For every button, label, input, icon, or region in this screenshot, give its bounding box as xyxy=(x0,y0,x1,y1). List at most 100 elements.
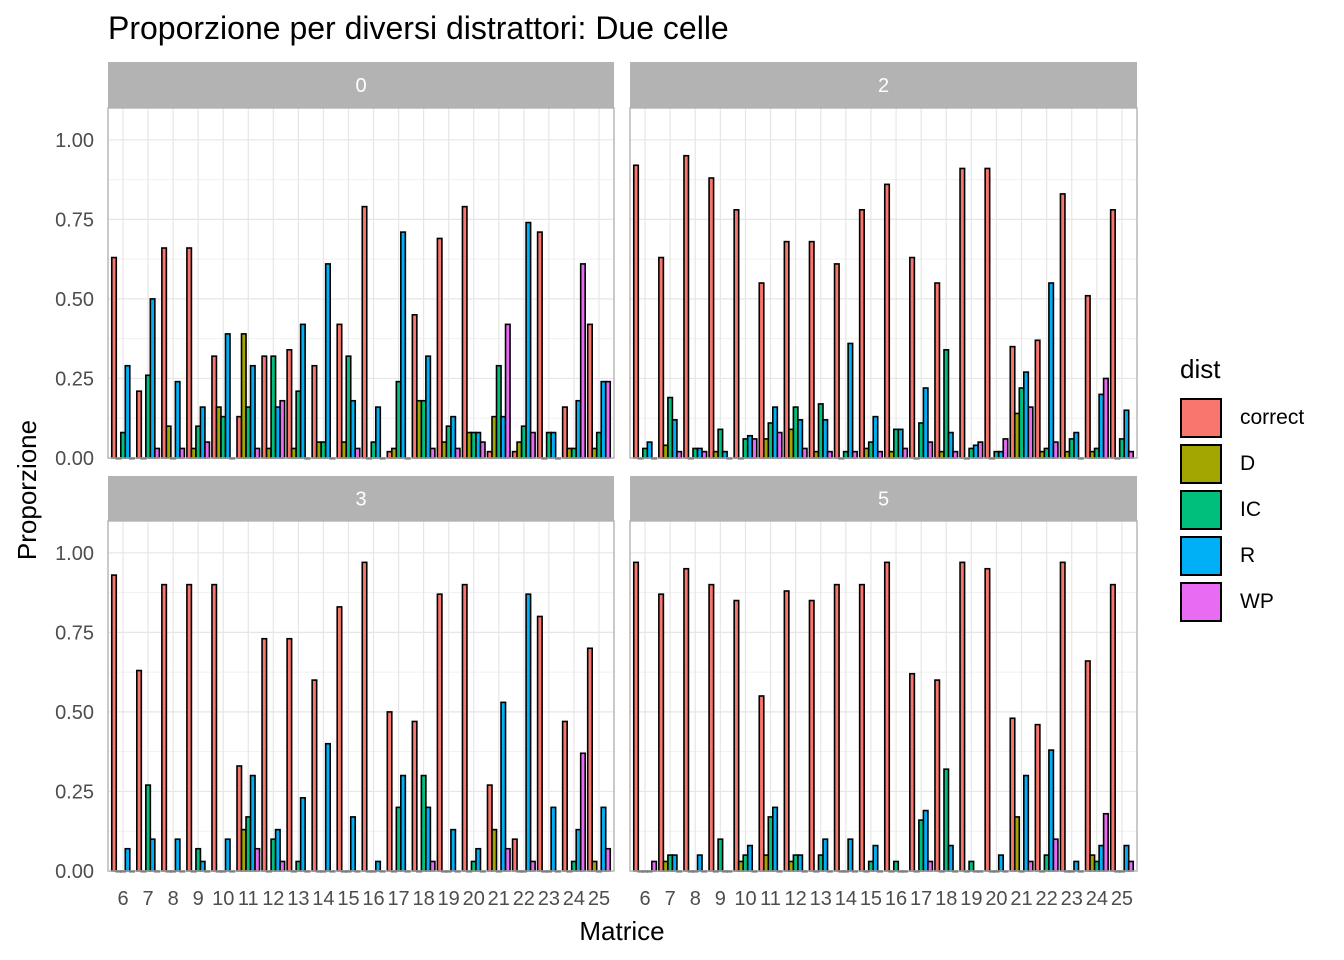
legend-label-ic: IC xyxy=(1240,498,1261,521)
bar-2-17-correct xyxy=(909,256,916,459)
bar-3-13-R xyxy=(299,797,306,872)
bar-2-18-WP xyxy=(952,450,959,459)
x-tick-label: 11 xyxy=(238,888,259,910)
legend-key-r xyxy=(1180,536,1222,576)
bar-5-21-WP xyxy=(1027,860,1034,872)
bar-2-10-correct xyxy=(733,209,740,459)
facet-strip-5 xyxy=(630,476,1137,521)
bar-3-24-correct xyxy=(561,720,568,872)
bar-5-24-WP xyxy=(1102,812,1109,872)
bar-3-16-correct xyxy=(361,561,368,872)
bar-3-7-correct xyxy=(136,669,143,872)
chart-title: Proporzione per diversi distrattori: Due… xyxy=(108,10,729,46)
bar-0-14-R xyxy=(324,263,331,459)
bar-2-13-correct xyxy=(808,240,815,459)
bar-5-22-correct xyxy=(1034,723,1041,872)
bar-0-13-correct xyxy=(286,349,293,459)
x-tick-label: 17 xyxy=(387,888,409,910)
bar-2-15-WP xyxy=(876,450,884,459)
facet-strip-3 xyxy=(108,476,614,521)
bar-2-23-correct xyxy=(1059,193,1066,459)
x-tick-label: 11 xyxy=(760,888,781,910)
legend-item-ic: IC xyxy=(1180,487,1340,533)
bar-5-18-R xyxy=(947,844,954,872)
facet-label-5: 5 xyxy=(878,489,889,511)
x-tick-label: 22 xyxy=(513,888,535,910)
x-tick-label: 15 xyxy=(337,888,359,910)
x-tick-label: 21 xyxy=(1010,888,1032,910)
bar-3-23-R xyxy=(550,806,557,872)
bar-5-17-WP xyxy=(927,860,934,872)
bar-3-9-correct xyxy=(186,583,193,872)
bar-2-22-R xyxy=(1048,282,1055,459)
bar-2-13-WP xyxy=(826,450,833,459)
bar-5-8-R xyxy=(696,854,703,872)
bar-2-22-correct xyxy=(1034,339,1041,459)
bar-2-24-WP xyxy=(1102,377,1109,459)
panel-border-5 xyxy=(629,520,1138,872)
y-tick-label: 0.75 xyxy=(55,622,94,644)
bar-2-12-correct xyxy=(783,240,790,459)
legend-item-d: D xyxy=(1180,441,1340,487)
bar-0-7-WP xyxy=(154,447,161,459)
bar-2-6-correct xyxy=(632,164,640,459)
x-tick-label: 23 xyxy=(1061,888,1083,910)
bar-2-11-WP xyxy=(776,431,783,459)
bar-5-14-correct xyxy=(833,583,840,872)
y-tick-label: 0.75 xyxy=(55,209,94,231)
bar-5-19-IC xyxy=(968,860,975,872)
bar-3-20-R xyxy=(475,847,482,872)
facet-label-0: 0 xyxy=(355,75,366,97)
bar-0-18-R xyxy=(425,355,432,459)
bar-2-9-correct xyxy=(708,177,715,459)
bar-0-11-WP xyxy=(254,447,261,459)
bar-0-11-R xyxy=(249,364,256,459)
bar-5-23-R xyxy=(1073,860,1080,872)
legend-key-wp xyxy=(1180,582,1222,622)
bar-3-22-correct xyxy=(511,838,518,872)
y-tick-label: 0.25 xyxy=(55,368,94,390)
x-tick-label: 25 xyxy=(1111,888,1133,910)
facet-strip-0 xyxy=(108,62,614,108)
bar-0-8-R xyxy=(174,380,181,459)
bar-3-20-correct xyxy=(461,583,468,872)
legend-label-correct: correct xyxy=(1240,406,1305,429)
bar-3-21-WP xyxy=(504,847,511,872)
bar-2-16-WP xyxy=(902,447,909,459)
bar-5-10-R xyxy=(746,844,754,872)
bar-3-15-R xyxy=(349,816,357,872)
y-tick-label: 0.50 xyxy=(55,289,94,311)
bar-3-13-correct xyxy=(286,637,293,872)
x-tick-label: 12 xyxy=(262,888,284,910)
legend-key-d xyxy=(1180,444,1222,484)
bar-0-20-correct xyxy=(461,205,468,459)
bar-0-23-correct xyxy=(536,231,543,459)
x-tick-label: 6 xyxy=(117,888,128,910)
bar-0-21-WP xyxy=(504,323,511,459)
bar-3-22-WP xyxy=(529,860,536,872)
bar-2-21-WP xyxy=(1027,406,1034,459)
x-tick-label: 16 xyxy=(885,888,907,910)
legend: dist correct D IC R WP xyxy=(1180,354,1340,625)
bar-3-7-R xyxy=(149,838,156,872)
legend-item-correct: correct xyxy=(1180,395,1340,441)
y-tick-label: 0.50 xyxy=(55,702,94,724)
bar-0-8-D xyxy=(165,425,172,459)
bar-2-16-correct xyxy=(883,183,891,459)
bar-5-9-IC xyxy=(717,838,724,872)
bar-5-20-R xyxy=(997,854,1005,872)
x-tick-label: 6 xyxy=(639,888,650,910)
bar-3-17-correct xyxy=(386,711,393,872)
bar-3-19-R xyxy=(450,828,457,872)
bar-2-14-R xyxy=(847,342,854,459)
bar-5-21-R xyxy=(1023,774,1030,872)
bar-0-7-correct xyxy=(136,390,143,459)
bar-3-19-correct xyxy=(436,593,443,872)
x-tick-label: 9 xyxy=(715,888,726,910)
chart-area: Proporzione Matrice 0 0.00 0.25 0.50 0.75 1.0… xyxy=(12,62,1138,946)
bar-0-9-correct xyxy=(186,247,193,459)
bar-5-6-WP xyxy=(651,860,658,872)
bar-2-9-R xyxy=(721,450,728,459)
legend-label-wp: WP xyxy=(1240,590,1274,613)
bar-3-25-correct xyxy=(586,647,594,872)
